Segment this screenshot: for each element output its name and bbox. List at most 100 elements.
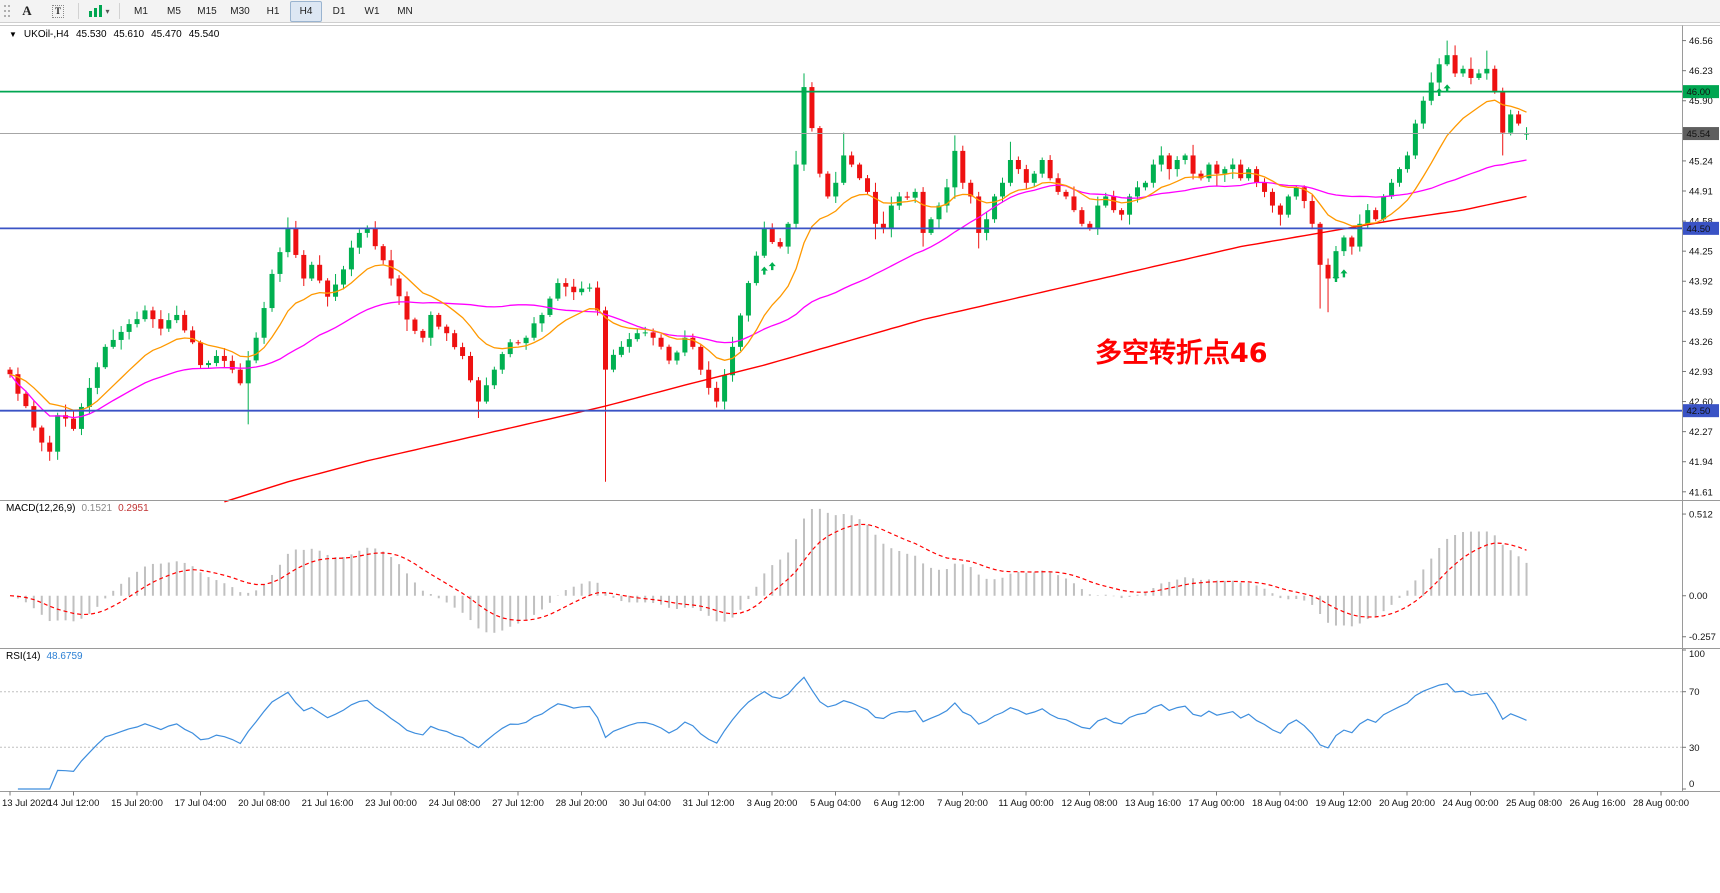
candle-body	[78, 406, 84, 429]
candle-body	[7, 369, 13, 375]
time-axis[interactable]	[0, 792, 1720, 814]
candle-body	[674, 352, 680, 361]
time-label: 7 Aug 20:00	[937, 798, 988, 809]
text-annotation-button[interactable]: A	[12, 1, 42, 22]
candle-body	[468, 355, 474, 381]
candle-body	[1071, 196, 1077, 211]
candle-body	[261, 308, 267, 338]
toolbar-grip-handle[interactable]	[2, 2, 11, 20]
candle-body	[126, 324, 132, 332]
rsi-tick-label: 30	[1689, 743, 1700, 754]
price-level-badge-label: 44.50	[1687, 224, 1711, 235]
candle-body	[1111, 196, 1117, 211]
candle-body	[1262, 182, 1268, 192]
chart-canvas[interactable]: 46.5646.2345.9045.2444.9144.5844.2543.92…	[0, 23, 1720, 893]
rsi-indicator-label: RSI(14) 48.6759	[6, 651, 83, 662]
candle-body	[1349, 237, 1355, 247]
candle-body	[1404, 155, 1410, 170]
candle-body	[880, 223, 886, 229]
rsi-line	[17, 676, 1527, 790]
candle-body	[801, 87, 807, 165]
candle-body	[563, 283, 569, 287]
time-label: 12 Aug 08:00	[1062, 798, 1118, 809]
timeframe-button-h1[interactable]: H1	[266, 5, 280, 17]
candle-body	[1452, 55, 1458, 74]
candle-body	[1468, 68, 1474, 78]
candle-body	[1087, 223, 1093, 229]
ma-mid-line	[9, 159, 1527, 419]
mini-chart-icon	[89, 5, 103, 17]
candle-body	[221, 355, 227, 361]
buy-arrow-icon	[1340, 269, 1348, 278]
candle-body	[71, 418, 77, 429]
candle-body	[1095, 205, 1101, 229]
rsi-tick-label: 70	[1689, 687, 1700, 698]
candle-body	[348, 247, 354, 270]
ma-fast-line	[9, 99, 1527, 411]
candle-body	[1436, 64, 1442, 83]
indicators-dropdown-button[interactable]: ▾	[84, 1, 114, 22]
candle-body	[634, 333, 640, 340]
candle-body	[499, 354, 505, 370]
rsi-name: RSI(14)	[6, 651, 41, 662]
candle-body	[1357, 223, 1363, 247]
candle-body	[650, 332, 656, 338]
candle-body	[968, 182, 974, 197]
macd-main-value: 0.1521	[81, 503, 113, 514]
time-label: 15 Jul 20:00	[111, 798, 163, 809]
time-label: 13 Aug 16:00	[1125, 798, 1181, 809]
candle-body	[198, 342, 204, 366]
candle-body	[444, 326, 450, 334]
candle-body	[63, 415, 69, 419]
timeframe-button-m30[interactable]: M30	[230, 5, 250, 17]
candle-body	[166, 320, 172, 329]
chart-annotation-text[interactable]: 多空转折点46	[1095, 338, 1268, 369]
macd-tick-label: 0.00	[1689, 591, 1708, 602]
candle-body	[730, 346, 736, 376]
candle-body	[142, 310, 148, 320]
candle-body	[595, 287, 601, 311]
candle-body	[745, 283, 751, 316]
candle-body	[1031, 173, 1037, 183]
chart-area: 46.5646.2345.9045.2444.9144.5844.2543.92…	[0, 23, 1720, 893]
candle-body	[992, 196, 998, 220]
candle-body	[1047, 159, 1053, 179]
timeframe-button-w1[interactable]: W1	[364, 5, 380, 17]
time-label: 20 Jul 08:00	[238, 798, 290, 809]
timeframe-button-m1[interactable]: M1	[134, 5, 148, 17]
rsi-tick-label: 0	[1689, 779, 1694, 790]
candle-body	[618, 346, 624, 355]
text-label-button[interactable]: T	[43, 1, 73, 22]
price-tick-label: 44.25	[1689, 247, 1713, 258]
candle-body	[110, 339, 116, 347]
candle-body	[1492, 68, 1498, 92]
time-label: 24 Aug 00:00	[1443, 798, 1499, 809]
candle-body	[666, 346, 672, 361]
timeframe-button-mn[interactable]: MN	[397, 5, 413, 17]
symbol-name: UKOil-,H4	[23, 29, 69, 40]
candle-body	[301, 254, 307, 279]
candle-body	[420, 330, 426, 338]
candle-body	[1230, 164, 1236, 170]
time-label: 18 Aug 04:00	[1252, 798, 1308, 809]
timeframe-button-m5[interactable]: M5	[167, 5, 181, 17]
timeframe-button-m15[interactable]: M15	[197, 5, 217, 17]
macd-tick-label: -0.257	[1689, 632, 1716, 643]
candle-body	[1476, 73, 1482, 78]
time-label: 19 Aug 12:00	[1316, 798, 1372, 809]
rsi-tick-label: 100	[1689, 649, 1705, 660]
candle-body	[833, 182, 839, 197]
timeframe-button-h4[interactable]: H4	[290, 0, 322, 22]
candle-body	[1420, 100, 1426, 124]
price-axis[interactable]	[1682, 23, 1720, 791]
symbol-dropdown-icon[interactable]: ▼	[9, 30, 17, 39]
candle-body	[817, 128, 823, 174]
time-label: 11 Aug 00:00	[998, 798, 1053, 809]
timeframe-button-d1[interactable]: D1	[332, 5, 346, 17]
candle-body	[412, 319, 418, 331]
time-label: 5 Aug 04:00	[810, 798, 861, 809]
time-label: 30 Jul 04:00	[619, 798, 671, 809]
time-label: 14 Jul 12:00	[48, 798, 100, 809]
current-price-badge	[1683, 127, 1719, 141]
buy-arrow-icon	[1435, 87, 1443, 96]
